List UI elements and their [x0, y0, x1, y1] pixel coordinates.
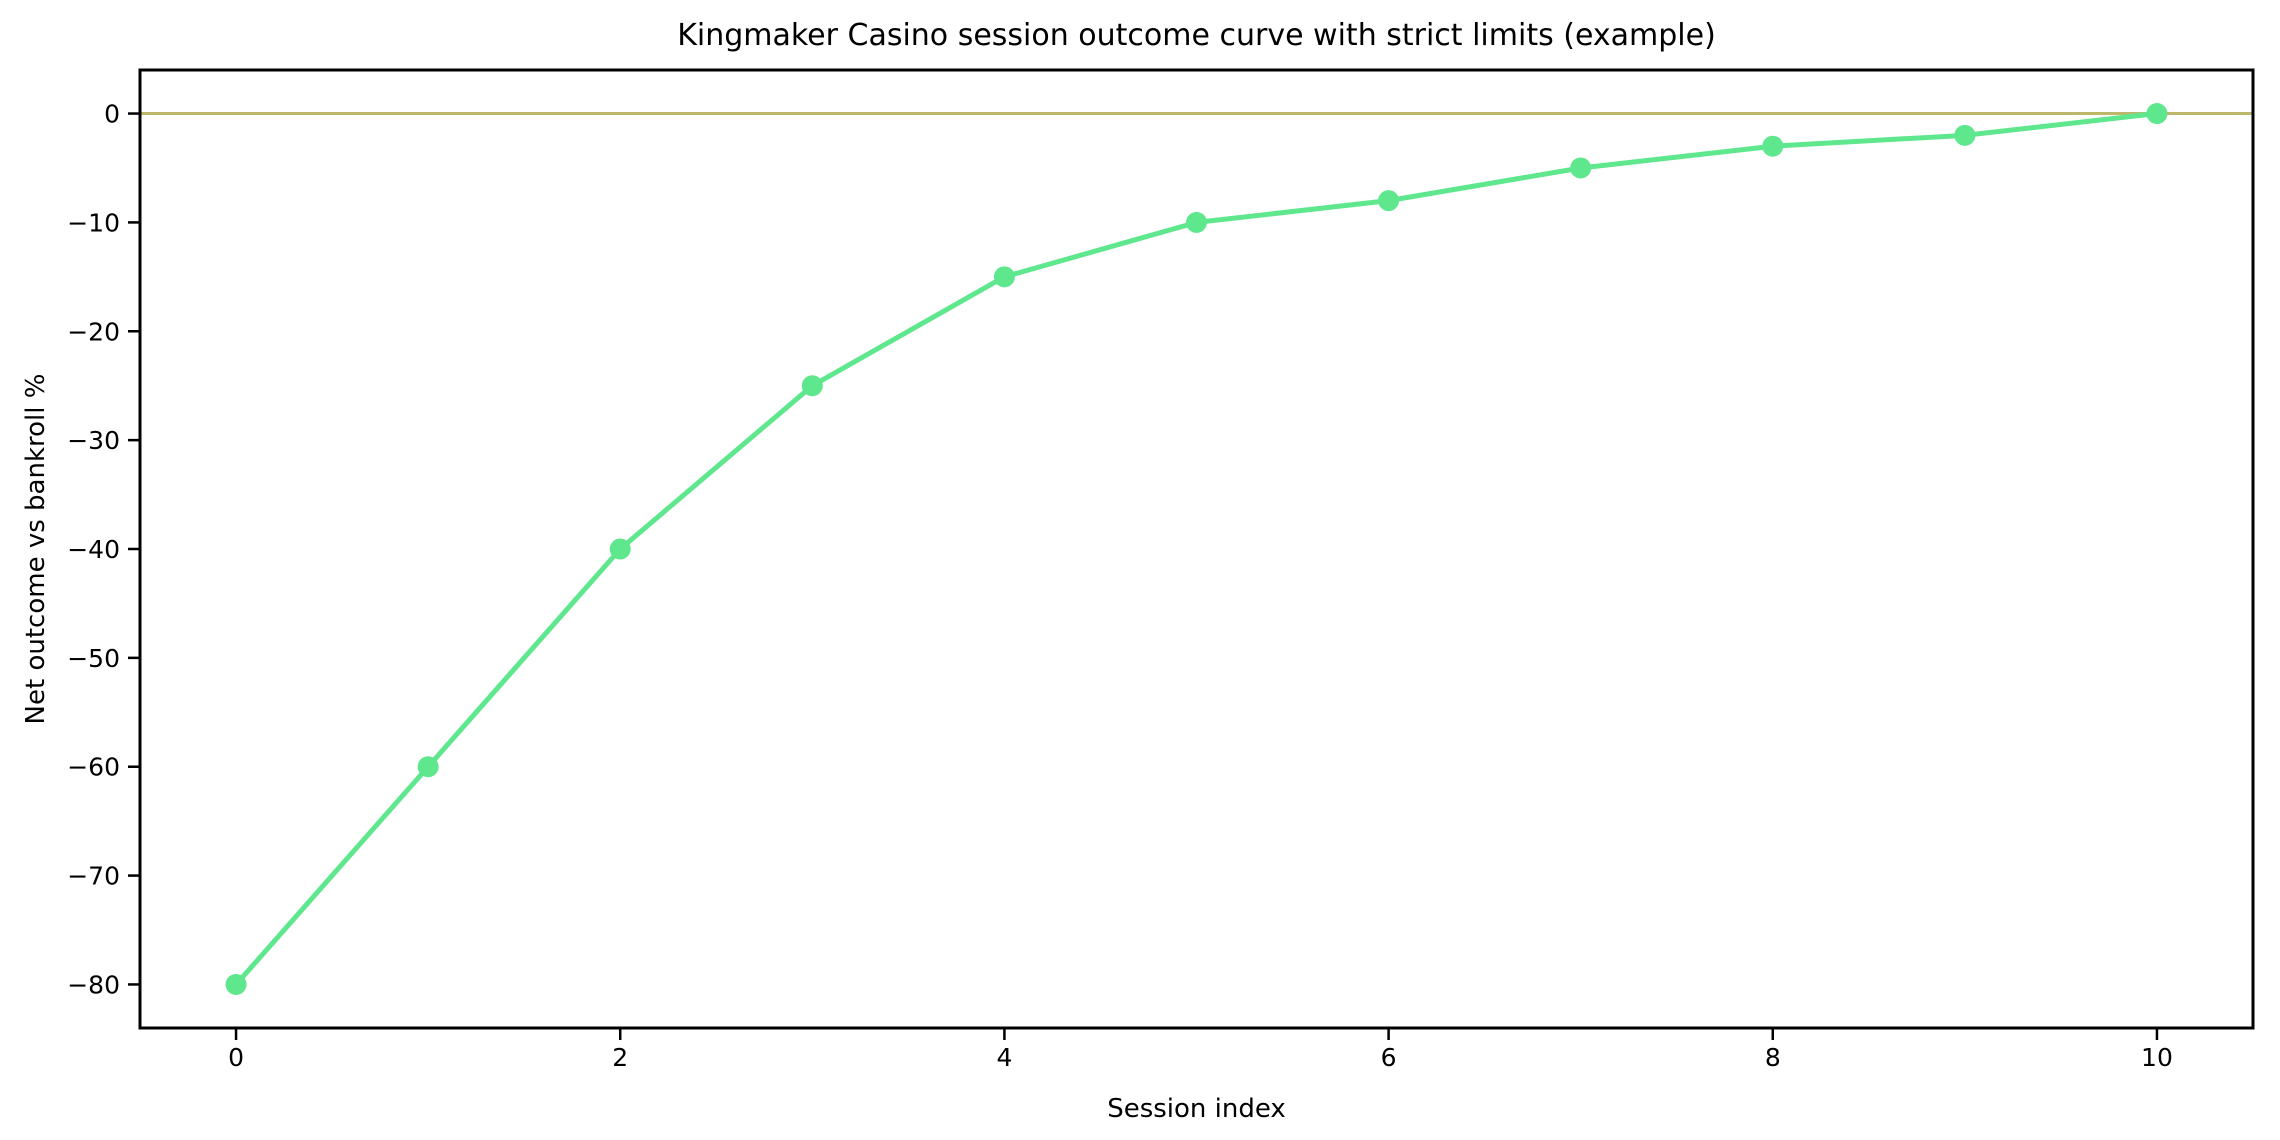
data-point-5 [1186, 211, 1207, 233]
y-tick-label: −70 [67, 862, 120, 891]
y-tick-label: 0 [104, 100, 120, 129]
data-point-8 [1762, 135, 1784, 157]
y-tick-label: −50 [67, 644, 120, 673]
y-tick-label: −40 [67, 535, 120, 564]
x-tick-label: 8 [1765, 1043, 1781, 1072]
x-tick-label: 2 [612, 1043, 628, 1072]
data-point-9 [1954, 124, 1976, 146]
data-point-10 [2146, 103, 2168, 125]
y-axis-label: Net outcome vs bankroll % [21, 373, 51, 725]
data-point-7 [1570, 157, 1592, 179]
data-point-4 [993, 266, 1015, 288]
x-tick-label: 10 [2141, 1043, 2173, 1072]
chart-title: Kingmaker Casino session outcome curve w… [677, 18, 1716, 53]
y-tick-label: −60 [67, 753, 120, 782]
y-tick-label: −80 [67, 970, 120, 999]
y-tick-label: −20 [67, 317, 120, 346]
y-tick-label: −10 [67, 208, 120, 237]
x-tick-label: 6 [1381, 1043, 1397, 1072]
data-point-6 [1378, 190, 1400, 212]
outcome-line [233, 111, 2160, 987]
data-point-0 [225, 973, 247, 995]
x-axis-label: Session index [1107, 1094, 1286, 1124]
y-tick-label: −30 [67, 426, 120, 455]
x-tick-label: 4 [996, 1043, 1012, 1072]
data-point-2 [609, 538, 631, 560]
x-tick-label: 0 [228, 1043, 244, 1072]
axes-frame [138, 68, 2255, 1030]
data-point-3 [801, 375, 823, 397]
data-point-1 [417, 756, 439, 778]
